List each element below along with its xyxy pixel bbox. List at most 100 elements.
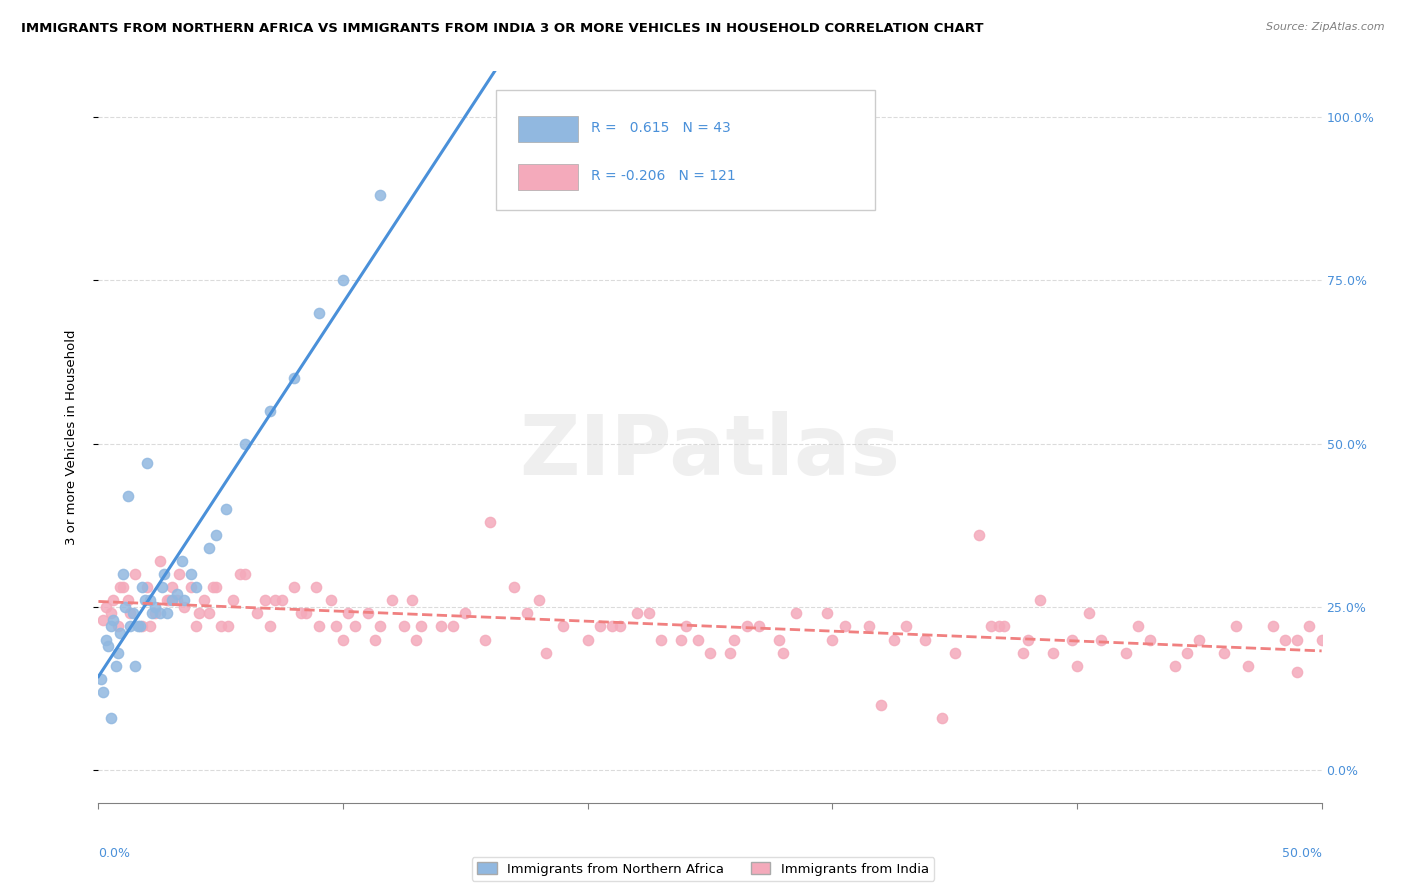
Point (1237, 658, 1260, 673)
Text: 0.0%: 0.0% (98, 847, 131, 860)
Point (94, 599, 117, 614)
Point (120, 619, 142, 633)
Point (124, 658, 146, 673)
Point (1066, 658, 1088, 673)
Point (454, 607, 477, 621)
Text: Source: ZipAtlas.com: Source: ZipAtlas.com (1267, 22, 1385, 32)
Point (527, 593, 550, 607)
Point (193, 593, 215, 607)
Point (270, 593, 294, 607)
Point (516, 607, 538, 621)
Point (576, 632, 599, 647)
Point (91, 685, 114, 699)
Point (478, 515, 501, 529)
Point (110, 626, 132, 640)
Point (883, 632, 905, 647)
Point (180, 580, 202, 594)
Point (669, 632, 692, 647)
Point (101, 613, 124, 627)
Point (1188, 632, 1211, 647)
Point (336, 607, 359, 621)
Point (197, 541, 219, 555)
Text: R =   0.615   N = 43: R = 0.615 N = 43 (592, 121, 731, 136)
Point (1175, 646, 1198, 660)
Point (718, 646, 741, 660)
Point (205, 580, 228, 594)
Point (411, 619, 433, 633)
Point (503, 580, 526, 594)
Point (319, 593, 342, 607)
Point (167, 567, 190, 582)
Point (1115, 646, 1137, 660)
FancyBboxPatch shape (496, 90, 875, 211)
Point (111, 567, 134, 582)
Point (259, 404, 281, 418)
Point (202, 580, 225, 594)
Point (392, 619, 416, 633)
Point (100, 607, 122, 621)
Point (124, 567, 146, 582)
Point (980, 619, 1002, 633)
Point (368, 188, 391, 202)
Point (987, 619, 1010, 633)
Point (153, 567, 176, 582)
Point (143, 607, 166, 621)
Point (600, 619, 623, 633)
Point (170, 554, 193, 568)
Point (931, 711, 953, 725)
Point (91, 613, 114, 627)
Point (117, 489, 139, 503)
Point (626, 607, 648, 621)
Point (609, 619, 631, 633)
Point (553, 619, 575, 633)
Point (131, 580, 153, 594)
Point (263, 593, 285, 607)
Point (120, 607, 142, 621)
Point (858, 619, 880, 633)
Point (134, 593, 156, 607)
Point (650, 632, 672, 647)
Point (100, 711, 122, 725)
Point (1128, 619, 1150, 633)
Point (368, 619, 391, 633)
Point (205, 528, 228, 542)
FancyBboxPatch shape (517, 163, 578, 190)
Point (129, 619, 152, 633)
Point (110, 580, 132, 594)
Point (430, 619, 453, 633)
Point (1078, 607, 1101, 621)
Point (209, 619, 232, 633)
Point (197, 607, 219, 621)
Point (405, 632, 427, 647)
Point (136, 456, 159, 470)
Point (141, 607, 163, 621)
Point (686, 632, 709, 647)
Point (1225, 619, 1247, 633)
Point (401, 593, 423, 607)
Point (305, 580, 328, 594)
Point (295, 607, 318, 621)
Point (748, 619, 770, 633)
Point (117, 593, 139, 607)
Point (675, 619, 697, 633)
Point (283, 580, 305, 594)
Point (356, 607, 378, 621)
Point (187, 607, 209, 621)
Point (1212, 646, 1234, 660)
Point (817, 607, 839, 621)
Text: 50.0%: 50.0% (1282, 847, 1322, 860)
Point (894, 619, 917, 633)
FancyBboxPatch shape (517, 116, 578, 143)
Point (1029, 593, 1052, 607)
Point (1012, 646, 1035, 660)
Point (150, 580, 173, 594)
Point (259, 619, 281, 633)
Point (699, 646, 721, 660)
Point (136, 580, 159, 594)
Point (589, 619, 612, 633)
Point (332, 273, 354, 287)
Point (381, 593, 404, 607)
Point (160, 580, 183, 594)
Point (534, 646, 557, 660)
Y-axis label: 3 or more Vehicles in Household: 3 or more Vehicles in Household (65, 329, 77, 545)
